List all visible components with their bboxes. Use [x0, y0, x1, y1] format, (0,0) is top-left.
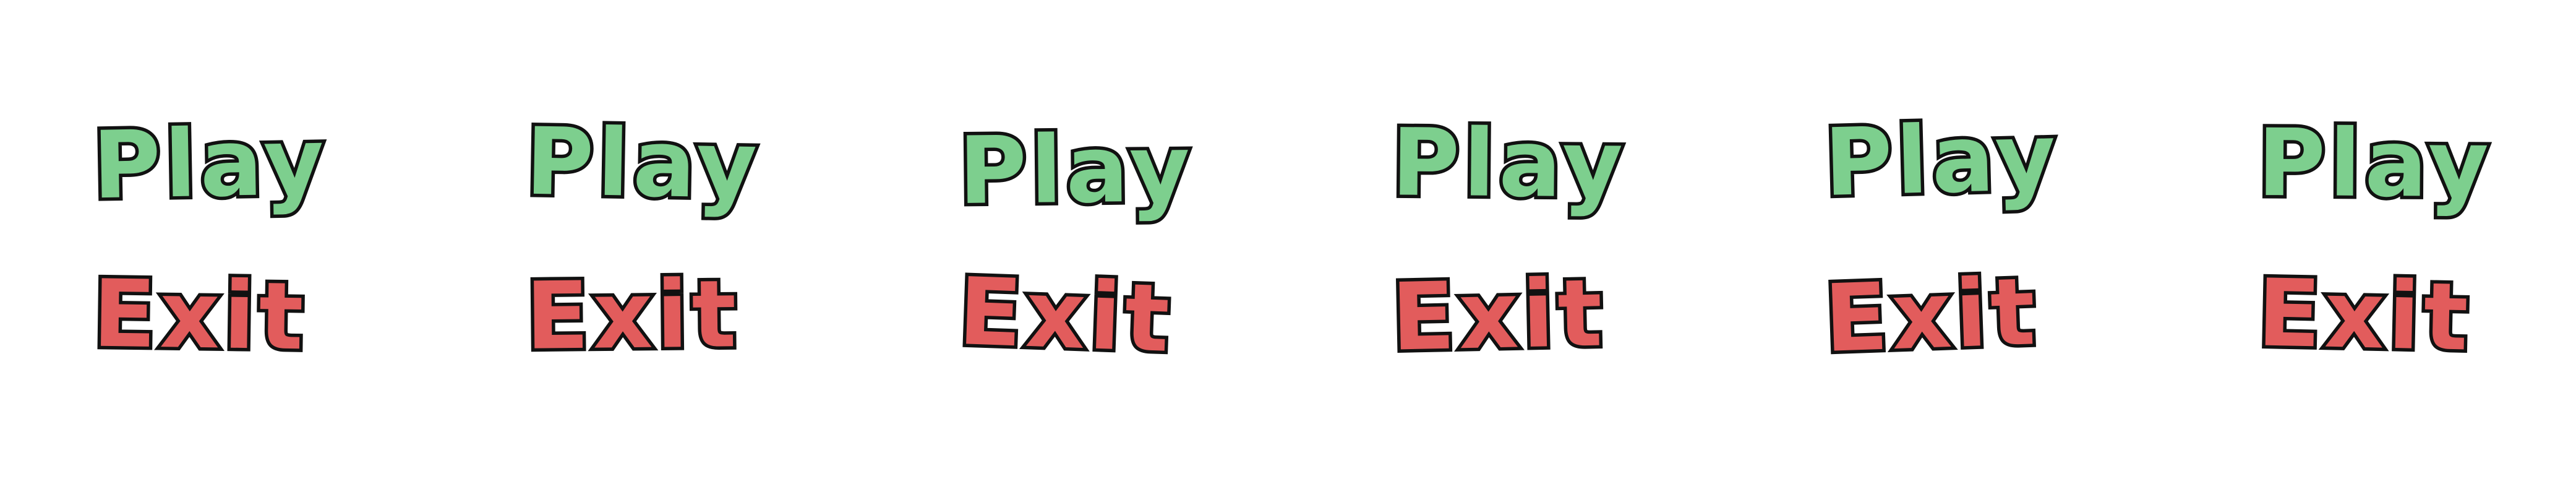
play-button[interactable]: Play	[521, 105, 765, 223]
exit-button[interactable]: Exit	[1820, 255, 2044, 377]
menu-variant-6: Play Exit	[2253, 106, 2517, 402]
menu-variant-1: Play Exit	[88, 105, 353, 402]
menu-variant-5: Play Exit	[1820, 100, 2084, 402]
exit-button[interactable]: Exit	[2253, 256, 2476, 375]
exit-button[interactable]: Exit	[1387, 256, 1611, 375]
menu-variant-4: Play Exit	[1387, 106, 1651, 402]
exit-button[interactable]: Exit	[954, 255, 1178, 377]
menu-variant-3: Play Exit	[954, 112, 1218, 402]
play-button[interactable]: Play	[88, 105, 332, 223]
menu-variant-2: Play Exit	[521, 105, 785, 402]
play-button[interactable]: Play	[955, 112, 1198, 229]
play-button[interactable]: Play	[2254, 106, 2496, 222]
exit-button[interactable]: Exit	[522, 257, 744, 374]
exit-button[interactable]: Exit	[88, 257, 311, 374]
play-button[interactable]: Play	[1820, 100, 2064, 221]
play-button[interactable]: Play	[1388, 106, 1630, 222]
